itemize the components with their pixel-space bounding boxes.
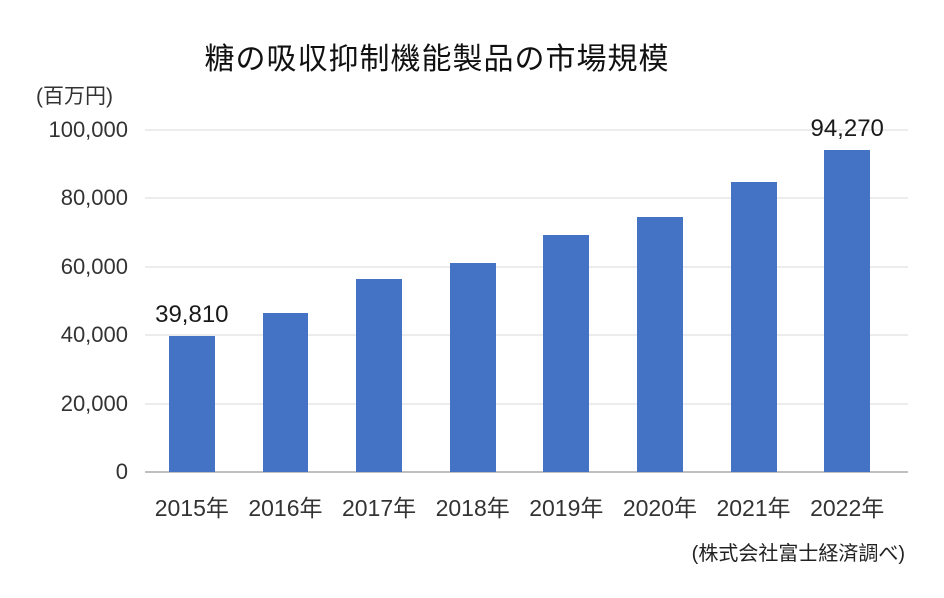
bar-slot [613,130,707,472]
gridline [145,197,908,199]
gridline [145,129,908,131]
bar-2018年 [449,263,496,472]
bar-slot [520,130,614,472]
bar-2017年 [356,279,402,472]
y-tick-label: 60,000 [60,253,128,279]
y-axis-unit-label: (百万円) [36,85,113,108]
x-tick-label: 2015年 [154,495,229,521]
source-note: (株式会社富士経済調べ) [691,543,905,565]
gridline [145,334,908,336]
bars: 39,810 94,270 [145,116,894,472]
bar-slot [332,130,426,472]
x-tick-label: 2018年 [435,495,510,521]
bar-2021年 [730,181,777,472]
data-label: 39,810 [155,300,229,328]
bar-slot: 39,810 [145,130,239,472]
chart-title: 糖の吸収抑制機能製品の市場規模 [204,43,670,76]
data-label: 94,270 [810,114,884,142]
x-tick-label: 2020年 [622,495,698,521]
bar-slot [239,130,333,472]
gridline [145,403,908,405]
bar-2016年 [262,312,309,472]
bar-2015年 [168,335,215,472]
x-tick-label: 2016年 [248,495,323,521]
bar-slot [707,130,801,472]
x-tick-label: 2022年 [810,495,885,521]
y-tick-label: 40,000 [60,322,128,348]
x-tick-label: 2017年 [341,495,417,521]
y-tick-label: 20,000 [60,390,128,416]
y-tick-label: 100,000 [48,117,128,142]
x-axis-labels: 2015年 2016年 2017年 2018年 2019年 2020年 2021年 2022年 [145,489,894,523]
plot-area: 39,810 94,270 [145,116,908,473]
x-tick-label: 2019年 [529,495,604,521]
x-axis-line [145,471,908,473]
bar-2019年 [543,235,590,472]
gridline [145,266,908,268]
y-tick-label: 0 [115,459,128,484]
x-tick-label: 2021年 [716,495,791,521]
y-tick-label: 80,000 [60,185,128,211]
bar-slot: 94,270 [800,116,894,472]
y-axis: 0 20,000 40,000 60,000 80,000 100,000 [0,119,128,483]
bar-2020年 [637,216,683,472]
bar-2022年 [824,149,871,472]
bar-slot [426,130,520,472]
